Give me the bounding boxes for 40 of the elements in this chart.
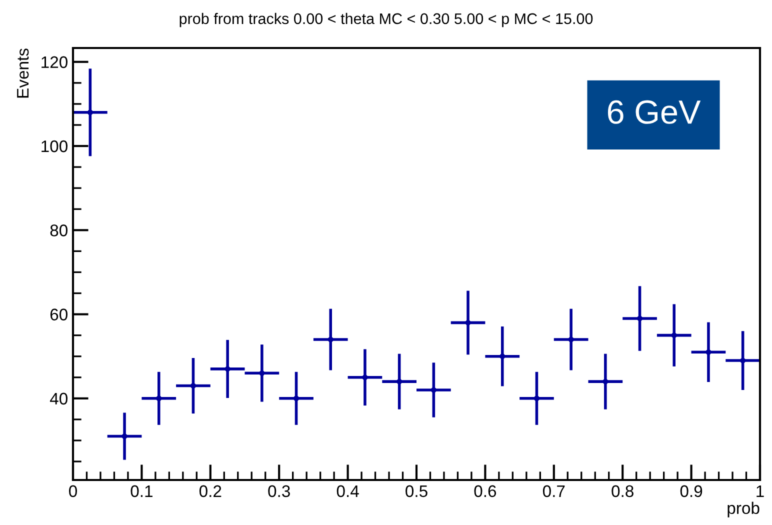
x-tick-label: 0.7 xyxy=(542,485,565,498)
x-tick-label: 0.3 xyxy=(268,485,290,498)
point xyxy=(534,396,540,402)
point xyxy=(362,374,368,380)
x-tick-label: 0.5 xyxy=(406,485,428,498)
point xyxy=(706,349,712,355)
x-tick-label: 0.2 xyxy=(199,485,222,498)
x-tick-label: 0.6 xyxy=(474,485,496,498)
point xyxy=(156,396,162,402)
point xyxy=(87,110,93,116)
point xyxy=(190,383,196,389)
point xyxy=(328,336,334,342)
point xyxy=(293,396,300,402)
chart-title: prob from tracks 0.00 < theta MC < 0.30 5.00 < p MC < 15.00 xyxy=(180,12,593,28)
y-tick-label: 60 xyxy=(50,308,68,320)
point xyxy=(740,358,746,364)
point xyxy=(636,316,643,322)
point xyxy=(122,433,128,440)
x-tick-label: 0.8 xyxy=(612,485,634,498)
x-axis-title: prob xyxy=(728,502,760,518)
point xyxy=(259,370,265,376)
y-tick-label: 100 xyxy=(42,140,68,152)
y-tick-label: 40 xyxy=(50,392,68,405)
y-axis-title: Events xyxy=(17,48,29,98)
point xyxy=(224,366,230,372)
x-tick-label: 0.1 xyxy=(130,485,152,498)
x-tick-label: 0 xyxy=(69,485,77,498)
x-tick-label: 1 xyxy=(756,485,764,497)
annotation: 6 GeV xyxy=(608,100,701,124)
y-tick-label: 80 xyxy=(50,224,68,236)
x-tick-label: 0.4 xyxy=(336,485,359,498)
point xyxy=(430,387,436,393)
point xyxy=(602,378,608,384)
x-tick-label: 0.9 xyxy=(680,485,702,498)
y-tick-label: 120 xyxy=(42,56,68,68)
point xyxy=(465,320,471,326)
point xyxy=(568,336,574,342)
point xyxy=(396,378,402,384)
point xyxy=(500,354,506,360)
point xyxy=(671,332,677,338)
